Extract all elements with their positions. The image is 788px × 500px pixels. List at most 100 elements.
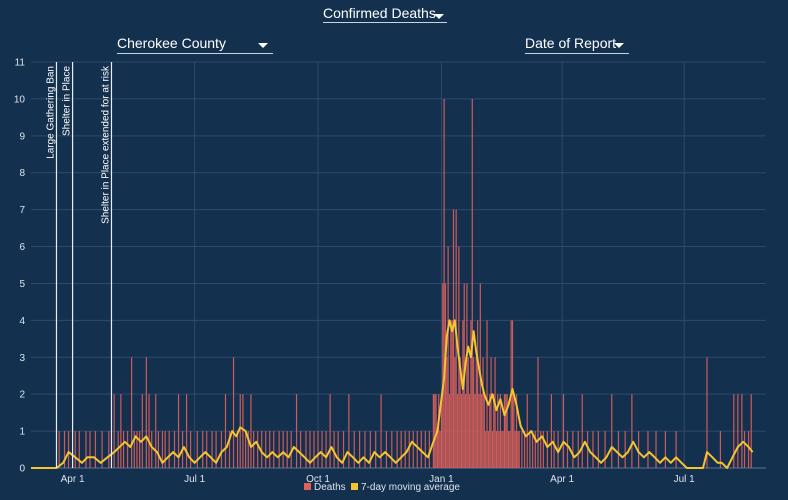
deaths-bar (439, 431, 441, 468)
deaths-bar (247, 431, 249, 468)
deaths-bar (485, 431, 487, 468)
deaths-bar (562, 394, 565, 468)
deaths-bar (261, 431, 263, 468)
date-type-dropdown-label: Date of Report (525, 35, 617, 51)
deaths-bar (444, 283, 447, 468)
deaths-bar (494, 357, 496, 468)
deaths-bar (482, 357, 484, 468)
y-tick-label: 3 (19, 353, 25, 364)
deaths-bar (501, 431, 503, 468)
deaths-bar (364, 431, 366, 468)
deaths-bar (498, 431, 500, 468)
deaths-bar (490, 357, 492, 468)
deaths-bar (168, 431, 170, 468)
y-tick-label: 0 (19, 464, 25, 475)
deaths-bar (333, 431, 335, 468)
legend-swatch-deaths (304, 483, 311, 490)
deaths-bar (434, 394, 436, 468)
deaths-bar (94, 431, 96, 468)
deaths-bar (478, 394, 480, 468)
deaths-bar (509, 431, 511, 468)
metric-dropdown[interactable]: Confirmed Deaths (323, 5, 447, 23)
deaths-bar (550, 394, 553, 468)
chevron-down-icon (434, 14, 444, 19)
deaths-bar (265, 431, 267, 468)
deaths-bar (474, 394, 476, 468)
annotation-label: Shelter in Place (62, 66, 73, 136)
deaths-bar (211, 431, 213, 468)
deaths-bar (157, 431, 160, 468)
deaths-bar (464, 394, 467, 468)
deaths-bar (487, 431, 489, 468)
deaths-bar (228, 431, 231, 468)
deaths-bar (190, 431, 192, 468)
deaths-bar (282, 431, 284, 468)
deaths-bar (428, 431, 430, 468)
deaths-bar (537, 357, 539, 468)
deaths-bar (325, 431, 327, 468)
deaths-bar (161, 431, 164, 468)
deaths-bar (493, 394, 495, 468)
y-tick-label: 10 (14, 94, 26, 105)
y-tick-label: 8 (19, 168, 25, 179)
deaths-bar (443, 98, 445, 468)
deaths-bar (400, 431, 402, 468)
deaths-bar (101, 431, 103, 468)
deaths-bar (506, 394, 508, 468)
deaths-bar (257, 431, 259, 468)
legend-label: 7-day moving average (361, 482, 460, 493)
deaths-bar (141, 394, 143, 468)
deaths-bar (540, 431, 542, 468)
grid-lines (31, 61, 766, 469)
deaths-bar (391, 431, 393, 468)
deaths-bar (468, 394, 471, 468)
deaths-bar (604, 431, 606, 468)
deaths-bar (273, 431, 275, 468)
deaths-bar (483, 394, 485, 468)
deaths-bar (577, 431, 579, 468)
deaths-bar (63, 431, 66, 468)
deaths-bar (278, 431, 280, 468)
y-tick-label: 7 (19, 205, 25, 216)
deaths-bar (446, 357, 448, 468)
deaths-bar (486, 320, 488, 468)
deaths-bar (436, 431, 438, 468)
deaths-bar (385, 431, 388, 468)
deaths-bar (514, 431, 516, 468)
deaths-bar (526, 394, 528, 468)
deaths-bar (706, 357, 708, 468)
x-tick-label: Jul 1 (184, 474, 206, 485)
deaths-bar (244, 431, 247, 468)
deaths-bar (85, 431, 87, 468)
deaths-bar (329, 394, 331, 468)
deaths-bar (456, 394, 459, 468)
county-dropdown[interactable]: Cherokee County (117, 35, 273, 54)
deaths-bar (515, 394, 518, 468)
date-type-dropdown[interactable]: Date of Report (525, 35, 629, 54)
x-tick-label: Apr 1 (550, 474, 574, 485)
deaths-bar (173, 431, 176, 468)
deaths-bar (155, 394, 157, 468)
deaths-bar (74, 431, 76, 468)
deaths-bar (587, 431, 589, 468)
deaths-bar (503, 394, 506, 468)
deaths-bar (89, 431, 91, 468)
legend: Deaths 7-day moving average (304, 482, 460, 493)
deaths-bar (495, 431, 498, 468)
deaths-bar (438, 394, 440, 468)
deaths-bar (412, 431, 414, 468)
annotation-label: Shelter in Place extended for at risk (100, 65, 111, 224)
metric-dropdown-label: Confirmed Deaths (323, 5, 436, 21)
deaths-bar (637, 431, 640, 468)
deaths-bar (505, 394, 507, 468)
deaths-bar (202, 431, 204, 468)
deaths-bar (321, 431, 323, 468)
deaths-bar (460, 394, 463, 468)
deaths-bar (435, 394, 437, 468)
deaths-bar (737, 394, 739, 468)
deaths-bar (451, 320, 453, 468)
deaths-bar (440, 394, 443, 468)
deaths-bar (250, 394, 252, 468)
y-tick-label: 2 (19, 390, 25, 401)
